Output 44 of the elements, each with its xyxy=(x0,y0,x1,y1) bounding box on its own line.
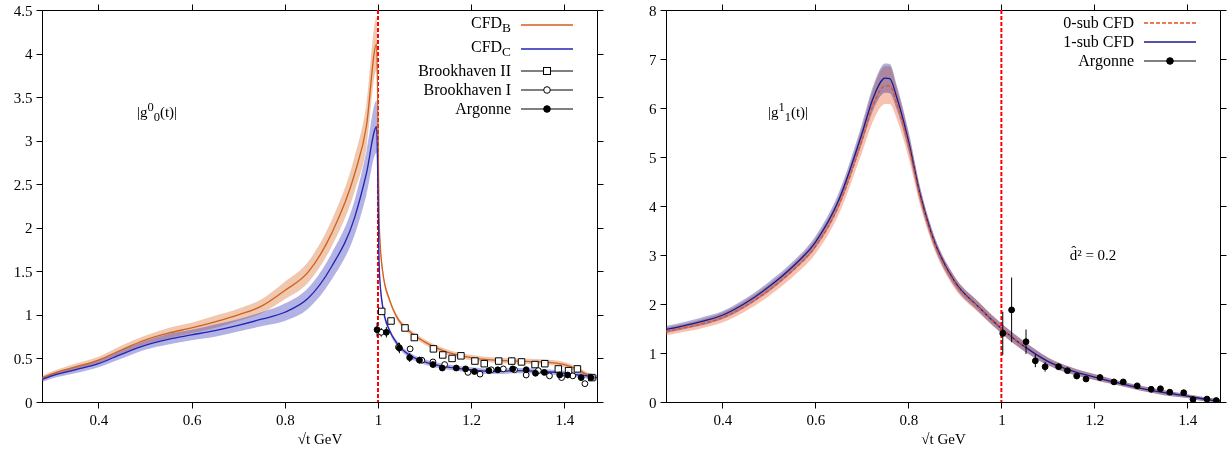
y-tick-label: 0 xyxy=(649,394,657,411)
legend-label: CFD$_{B}$ xyxy=(470,13,511,38)
y-tick-label: 1 xyxy=(649,345,657,362)
legend-label: 0-sub CFD xyxy=(1063,13,1134,32)
annotation: |g$^{0}$$_{0}$(t)| xyxy=(136,99,178,125)
legend-label: Argonne xyxy=(1078,51,1134,70)
x-tick-label: 1.4 xyxy=(555,411,575,428)
x-tick-label: 1.2 xyxy=(462,411,482,428)
x-tick-label: 1.2 xyxy=(1085,411,1105,428)
x-tick-label: 0.6 xyxy=(806,411,826,428)
legend-label: 1-sub CFD xyxy=(1063,32,1134,51)
annotation: |g$^{1}$$_{1}$(t)| xyxy=(767,99,809,125)
x-tick-label: 1 xyxy=(374,411,383,428)
x-tick-label: 0.8 xyxy=(899,411,919,428)
y-tick-label: 4 xyxy=(649,198,657,215)
x-axis-title: √t GeV xyxy=(297,430,343,447)
x-tick-label: 0.4 xyxy=(713,411,733,428)
legend-label: CFD$_{C}$ xyxy=(470,37,511,62)
y-tick-label: 0.5 xyxy=(13,350,33,367)
y-tick-label: 3.5 xyxy=(13,89,33,106)
legend-label: Argonne xyxy=(455,99,511,119)
y-tick-label: 1 xyxy=(25,307,33,324)
y-tick-label: 6 xyxy=(649,100,657,117)
x-tick-label: 1 xyxy=(998,411,1006,428)
y-tick-label: 0 xyxy=(25,394,33,411)
x-tick-label: 1.4 xyxy=(1178,411,1198,428)
x-tick-label: 0.4 xyxy=(89,411,109,428)
y-tick-label: 2.5 xyxy=(13,176,33,193)
y-tick-label: 4 xyxy=(25,46,33,63)
legend-label: Brookhaven I xyxy=(423,80,511,100)
legend-label: Brookhaven II xyxy=(418,61,511,81)
annotation: d̂² = 0.2 xyxy=(1069,246,1117,264)
y-tick-label: 2 xyxy=(25,220,33,237)
y-tick-label: 4.5 xyxy=(13,2,33,19)
y-tick-label: 5 xyxy=(649,149,657,166)
y-tick-label: 8 xyxy=(649,2,657,19)
y-tick-label: 3 xyxy=(25,133,33,150)
x-tick-label: 0.8 xyxy=(275,411,295,428)
x-tick-label: 0.6 xyxy=(182,411,202,428)
y-tick-label: 2 xyxy=(649,296,657,313)
y-tick-label: 3 xyxy=(649,247,657,264)
x-axis-title: √t GeV xyxy=(921,430,966,447)
y-tick-label: 7 xyxy=(649,51,657,68)
y-tick-label: 1.5 xyxy=(13,263,33,280)
